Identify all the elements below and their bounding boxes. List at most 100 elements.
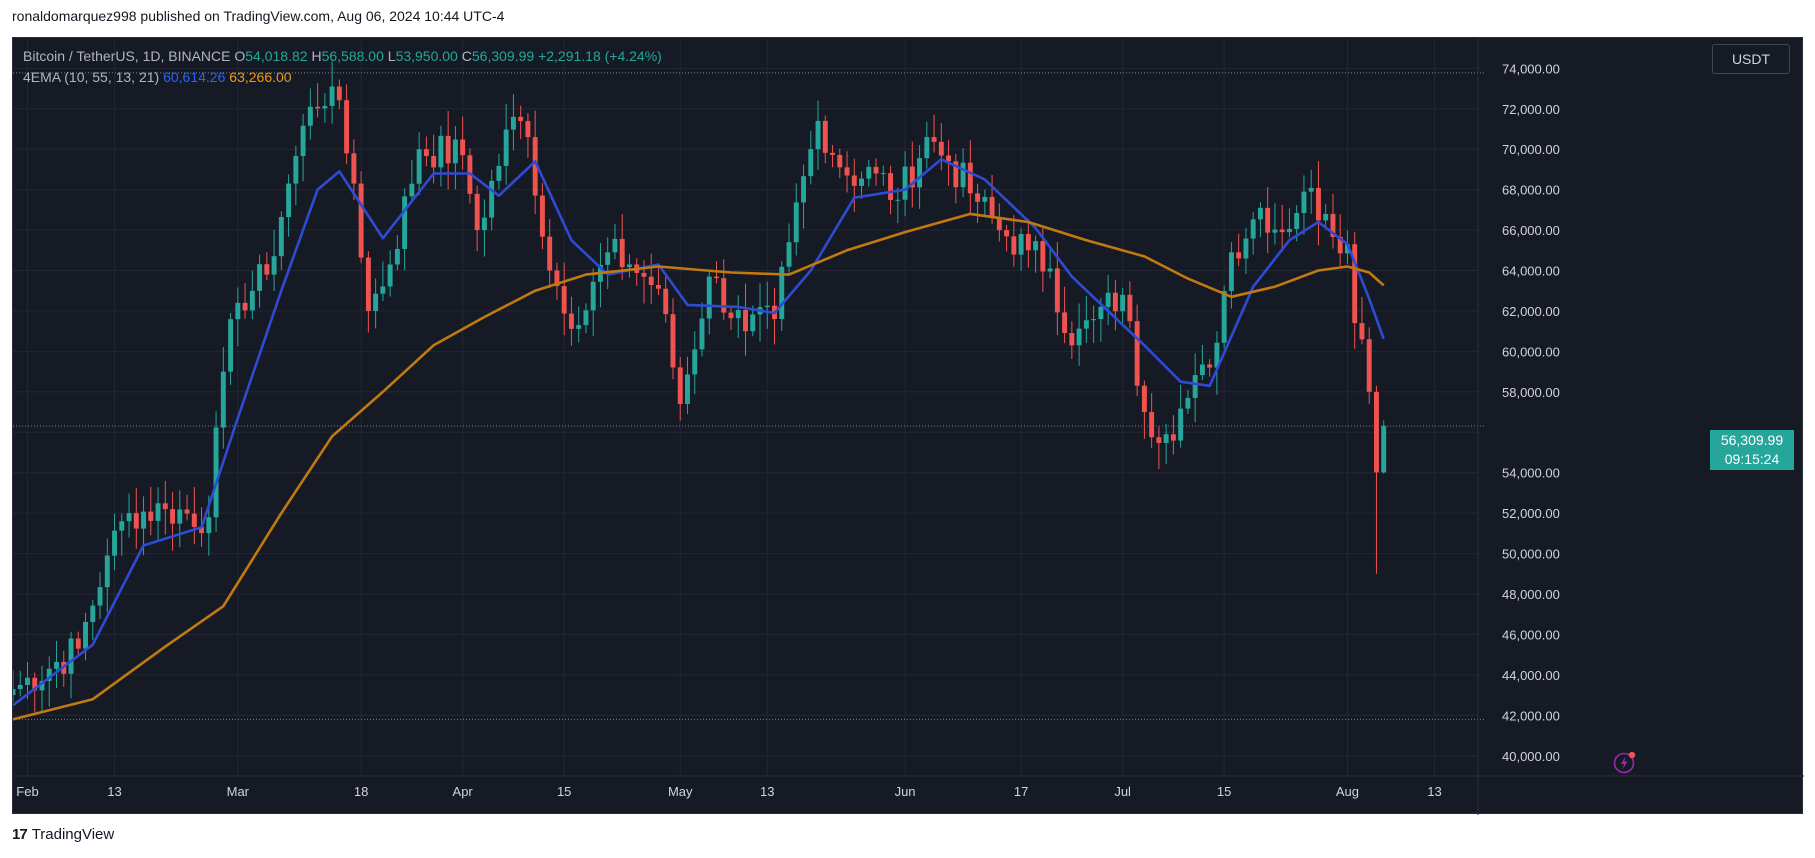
candle-body [416,149,422,184]
candle-body [735,310,741,319]
candle [909,141,915,208]
candle [177,490,183,548]
candle-body [626,264,632,268]
ema-fast-value: 60,614.26 [163,69,226,85]
candle-body [358,183,364,258]
currency-button[interactable]: USDT [1712,44,1790,74]
candle [1381,420,1387,474]
candle [830,145,835,168]
candle-body [554,270,560,287]
candle [518,105,524,140]
candle-body [409,183,415,197]
candle-body [1011,236,1017,255]
candle-body [568,313,574,329]
candle [612,224,618,260]
tradingview-logo-icon: 17 [12,826,28,843]
candle [685,356,690,414]
candle-body [133,513,139,529]
candle-body [1156,437,1162,443]
candle [1279,204,1285,252]
candle-body [162,503,168,510]
candle [1243,227,1249,275]
candle [293,145,299,206]
chart-legend: Bitcoin / TetherUS, 1D, BINANCE O54,018.… [23,46,662,88]
candle [445,111,451,190]
candle [1214,331,1220,395]
candle-body [83,621,88,649]
candle [931,114,937,153]
y-tick-label: 72,000.00 [1502,102,1560,117]
candle [90,599,96,641]
candle-body [402,196,408,249]
candle-body [1221,290,1227,343]
candle-body [141,511,147,529]
candle-body [155,503,161,521]
candle [423,136,429,167]
open-label: O [234,48,246,64]
candle [32,672,38,713]
candle [1250,212,1256,255]
candle-body [859,178,865,186]
candle-body [750,314,756,332]
symbol-label[interactable]: Bitcoin / TetherUS, 1D, BINANCE [23,48,231,64]
candle-body [685,374,690,404]
candle-body [532,137,538,196]
candle-body [895,199,901,201]
chart-panel[interactable]: 40,000.00 42,000.00 44,000.00 46,000.00 48,0… [12,37,1804,815]
candle [924,121,930,169]
y-tick-label: 50,000.00 [1502,547,1560,562]
candle [1083,295,1089,343]
x-tick-label: May [668,784,693,799]
candle [967,140,973,214]
candle [568,296,574,346]
candle-body [946,155,952,162]
candle [452,125,458,190]
candle-body [191,513,197,527]
footer-brand[interactable]: 17 TradingView [12,826,114,843]
y-tick-label: 40,000.00 [1502,749,1560,764]
candle-body [576,325,582,329]
candle-body [293,156,299,184]
candle-body [503,129,509,166]
candle [68,631,74,699]
candle-body [1366,339,1372,392]
candle [365,251,371,333]
candle [133,487,139,549]
brand-name: TradingView [31,826,115,843]
price-chart[interactable]: 40,000.00 42,000.00 44,000.00 46,000.00 48,0… [13,38,1804,815]
candle [844,151,850,193]
candle-body [1359,323,1365,340]
candle [1359,296,1365,345]
candle-body [1149,412,1155,438]
candle-body [1163,434,1169,443]
candle [1091,305,1097,343]
publisher-line: ronaldomarquez998 published on TradingVi… [12,8,505,24]
candle [1330,193,1336,249]
candle-body [112,530,118,556]
candle [1272,203,1278,245]
candle [373,278,379,329]
candle [743,283,748,356]
candle-body [793,202,799,243]
indicator-label[interactable]: 4EMA (10, 55, 13, 21) [23,69,160,85]
candle-body [206,517,212,534]
candle-body [213,427,219,518]
candle-body [721,278,727,313]
lightning-bolt-icon[interactable] [1613,750,1637,774]
candle-body [663,288,669,315]
candle-body [460,139,466,156]
candle-body [32,677,38,691]
candle-body [97,587,103,606]
candle-body [423,149,429,156]
x-tick-label: Feb [16,784,38,799]
candle-body [46,668,52,681]
candle-body [808,149,814,177]
y-tick-label: 66,000.00 [1502,223,1560,238]
x-tick-label: Mar [227,784,250,799]
candle-body [902,166,908,200]
candle [605,237,611,290]
candle-body [438,135,444,168]
candle [1207,359,1213,377]
y-tick-label: 42,000.00 [1502,708,1560,723]
candle [264,252,270,281]
